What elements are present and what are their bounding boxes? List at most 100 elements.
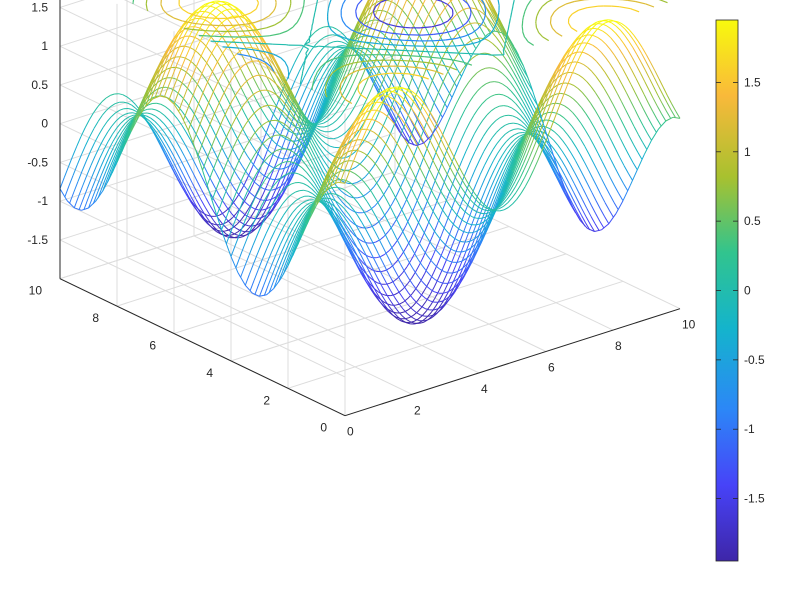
- mesh-segment: [592, 44, 598, 49]
- mesh-segment: [570, 152, 576, 161]
- mesh-segment: [101, 176, 107, 188]
- mesh-segment: [253, 109, 259, 114]
- mesh-segment: [102, 109, 107, 116]
- mesh-segment: [642, 142, 648, 150]
- mesh-segment: [466, 160, 472, 171]
- mesh-segment: [451, 103, 457, 114]
- mesh-segment: [313, 83, 319, 94]
- mesh-segment: [389, 186, 395, 195]
- mesh-segment: [403, 286, 409, 293]
- mesh-segment: [224, 171, 230, 180]
- mesh-segment: [115, 149, 121, 161]
- mesh-segment: [271, 134, 277, 138]
- mesh-segment: [245, 63, 251, 72]
- mesh-segment: [471, 231, 476, 234]
- mesh-segment: [623, 165, 629, 174]
- mesh-segment: [159, 111, 165, 116]
- mesh-segment: [460, 186, 466, 194]
- mesh-segment: [502, 94, 508, 98]
- mesh-segment: [222, 209, 228, 214]
- mesh-segment: [583, 63, 588, 68]
- mesh-segment: [345, 190, 351, 194]
- mesh-segment: [236, 78, 242, 88]
- mesh-segment: [637, 46, 643, 55]
- mesh-segment: [205, 197, 211, 206]
- mesh-segment: [340, 190, 346, 195]
- mesh-segment: [278, 214, 284, 223]
- mesh-segment: [275, 233, 281, 244]
- mesh-segment: [228, 179, 234, 187]
- mesh-segment: [345, 205, 350, 210]
- mesh-segment: [165, 152, 171, 161]
- mesh-segment: [624, 28, 630, 35]
- mesh-segment: [640, 73, 646, 82]
- mesh-segment: [234, 233, 240, 237]
- mesh-segment: [445, 43, 451, 52]
- mesh-segment: [442, 258, 448, 270]
- mesh-segment: [496, 47, 502, 53]
- mesh-segment: [580, 138, 586, 147]
- mesh-segment: [478, 135, 484, 144]
- mesh-segment: [472, 216, 477, 219]
- mesh-segment: [405, 130, 411, 139]
- mesh-segment: [423, 231, 429, 240]
- mesh-segment: [245, 202, 251, 207]
- mesh-segment: [456, 179, 462, 188]
- mesh-segment: [305, 102, 311, 114]
- mesh-segment: [326, 66, 332, 75]
- mesh-segment: [656, 118, 662, 127]
- mesh-segment: [203, 41, 209, 51]
- mesh-segment: [210, 2, 216, 7]
- mesh-segment: [432, 211, 438, 219]
- mesh-segment: [375, 79, 381, 88]
- mesh-segment: [565, 65, 572, 76]
- mesh-segment: [486, 96, 491, 100]
- mesh-segment: [421, 59, 427, 69]
- mesh-segment: [604, 202, 610, 211]
- mesh-segment: [291, 191, 296, 196]
- mesh-segment: [243, 234, 248, 237]
- mesh-segment: [471, 22, 476, 24]
- mesh-segment: [97, 114, 103, 122]
- mesh-segment: [475, 159, 481, 169]
- mesh-segment: [400, 263, 406, 272]
- mesh-segment: [641, 47, 647, 56]
- mesh-segment: [398, 164, 404, 174]
- mesh-segment: [445, 229, 451, 235]
- mesh-segment: [121, 125, 127, 133]
- mesh-segment: [357, 215, 363, 223]
- mesh-segment: [322, 73, 328, 83]
- mesh-segment: [599, 208, 606, 217]
- mesh-segment: [488, 149, 494, 158]
- mesh-segment: [104, 148, 110, 159]
- mesh-segment: [270, 104, 275, 107]
- mesh-segment: [278, 194, 284, 202]
- mesh-segment: [185, 46, 191, 57]
- mesh-segment: [467, 208, 473, 220]
- mesh-segment: [331, 26, 337, 30]
- mesh-segment: [256, 224, 262, 229]
- mesh-segment: [504, 49, 510, 58]
- mesh-segment: [581, 208, 587, 218]
- mesh-segment: [545, 126, 551, 130]
- mesh-segment: [248, 103, 254, 112]
- mesh-segment: [380, 81, 386, 90]
- mesh-segment: [402, 103, 408, 113]
- mesh-segment: [578, 180, 584, 190]
- mesh-segment: [319, 122, 324, 125]
- mesh-segment: [117, 131, 123, 140]
- mesh-segment: [301, 205, 306, 210]
- mesh-segment: [484, 168, 490, 179]
- mesh-segment: [620, 119, 626, 129]
- mesh-segment: [588, 153, 594, 163]
- mesh-segment: [248, 120, 254, 129]
- mesh-segment: [328, 73, 334, 84]
- mesh-segment: [306, 171, 311, 178]
- mesh-segment: [460, 109, 466, 119]
- mesh-segment: [239, 82, 245, 89]
- mesh-segment: [204, 207, 210, 215]
- mesh-segment: [155, 109, 161, 113]
- mesh-segment: [116, 127, 122, 135]
- mesh-segment: [510, 90, 516, 97]
- mesh-segment: [634, 109, 640, 118]
